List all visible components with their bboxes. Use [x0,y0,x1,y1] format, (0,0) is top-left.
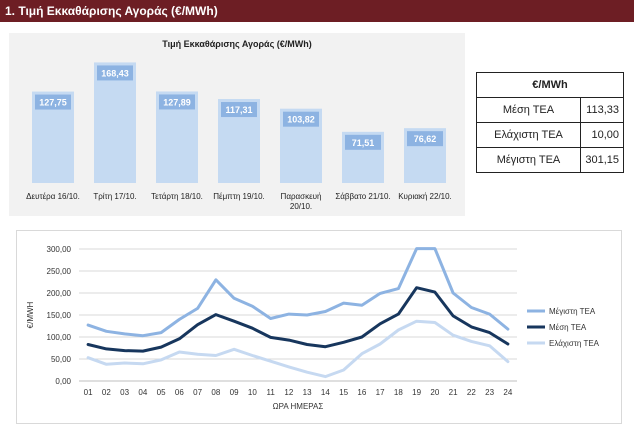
section-title: 1. Τιμή Εκκαθάρισης Αγοράς (€/MWh) [5,4,218,18]
x-tick-label: 15 [339,388,348,397]
section-header: 1. Τιμή Εκκαθάρισης Αγοράς (€/MWh) [0,0,634,22]
legend-label: Μέση ΤΕΑ [549,323,587,332]
bar-category-label: Τρίτη 17/10. [93,192,136,201]
series-line [86,247,510,338]
x-tick-label: 14 [321,388,330,397]
stats-table-header: €/MWh [476,72,624,98]
x-tick-label: 16 [357,388,366,397]
stats-label: Ελάχιστη ΤΕΑ [476,122,581,148]
bar-chart-title: Τιμή Εκκαθάρισης Αγοράς (€/MWh) [162,39,312,49]
x-tick-label: 19 [412,388,421,397]
stats-value: 10,00 [580,122,624,148]
bar [94,62,136,184]
x-tick-label: 22 [467,388,476,397]
x-tick-label: 08 [211,388,220,397]
bar-value-label: 117,31 [225,105,252,115]
x-tick-label: 03 [120,388,129,397]
stats-value: 301,15 [580,147,624,173]
bar-category-label: 20/10. [290,202,312,211]
stats-label: Μέγιστη ΤΕΑ [476,147,581,173]
line-chart-svg: 0,00 50,00 100,00 150,00 200,00 250,00 300,00 0… [26,245,600,411]
bar-label-bg [345,134,381,150]
stats-row-avg: Μέση ΤΕΑ 113,33 [476,97,624,123]
bar-label-bg [221,102,257,118]
bar-label-bg [159,94,195,110]
x-axis-label: ΩΡΑ ΗΜΕΡΑΣ [273,402,324,411]
bar-value-label: 76,62 [414,134,437,144]
y-tick-label: 300,00 [47,245,72,254]
x-tick-label: 17 [376,388,385,397]
bar-category-label: Πέμπτη 19/10. [213,192,265,201]
bar-value-label: 71,51 [352,138,375,148]
x-tick-label: 01 [84,388,93,397]
bar-label-bg [283,111,319,127]
legend-label: Ελάχιστη ΤΕΑ [549,339,600,348]
stats-label: Μέση ΤΕΑ [476,97,581,123]
x-tick-label: 23 [485,388,494,397]
x-tick-label: 20 [430,388,439,397]
bar-value-label: 168,43 [101,68,129,78]
x-tick-label: 04 [138,388,147,397]
series-line [86,286,510,353]
y-tick-label: 150,00 [47,311,72,320]
x-tick-label: 13 [303,388,312,397]
bar-value-label: 127,75 [39,98,67,108]
stats-row-min: Ελάχιστη ΤΕΑ 10,00 [476,122,624,148]
legend-label: Μέγιστη ΤΕΑ [549,307,596,316]
daily-price-bar-chart: Τιμή Εκκαθάρισης Αγοράς (€/MWh) 127,75 Δευ… [9,33,465,216]
bar-label-bg [35,94,71,110]
bar-category-label: Σάββατο 21/10. [335,192,390,201]
bar-value-label: 127,89 [163,97,191,107]
y-tick-label: 50,00 [51,355,72,364]
stats-value: 113,33 [580,97,624,123]
x-tick-label: 24 [503,388,512,397]
x-tick-label: 02 [102,388,111,397]
bar-chart-svg: Τιμή Εκκαθάρισης Αγοράς (€/MWh) 127,75 Δευ… [26,39,452,211]
x-tick-label: 11 [266,388,275,397]
y-tick-label: 0,00 [55,377,71,386]
y-tick-label: 100,00 [47,333,72,342]
hourly-price-line-chart: 0,00 50,00 100,00 150,00 200,00 250,00 300,00 0… [16,230,622,424]
bar-label-bg [407,131,443,147]
bar-value-label: 103,82 [287,115,315,125]
x-tick-label: 10 [248,388,257,397]
bar-label-bg [97,65,133,81]
x-tick-label: 07 [193,388,202,397]
price-stats-table: €/MWh Μέση ΤΕΑ 113,33 Ελάχιστη ΤΕΑ 10,00… [476,72,624,173]
y-tick-label: 200,00 [47,289,72,298]
x-tick-label: 06 [175,388,184,397]
x-tick-label: 21 [449,388,458,397]
series-line [86,319,510,379]
x-tick-label: 12 [284,388,293,397]
stats-row-max: Μέγιστη ΤΕΑ 301,15 [476,147,624,173]
bar-category-label: Παρασκευή [281,192,322,201]
x-tick-label: 18 [394,388,403,397]
bar-category-label: Κυριακή 22/10. [398,192,452,201]
x-tick-label: 09 [230,388,239,397]
x-tick-label: 05 [157,388,166,397]
bar-category-label: Τετάρτη 18/10. [151,192,203,201]
bar-category-label: Δευτέρα 16/10. [26,192,80,201]
y-axis-label: €/MWH [26,301,35,328]
y-tick-label: 250,00 [47,267,72,276]
